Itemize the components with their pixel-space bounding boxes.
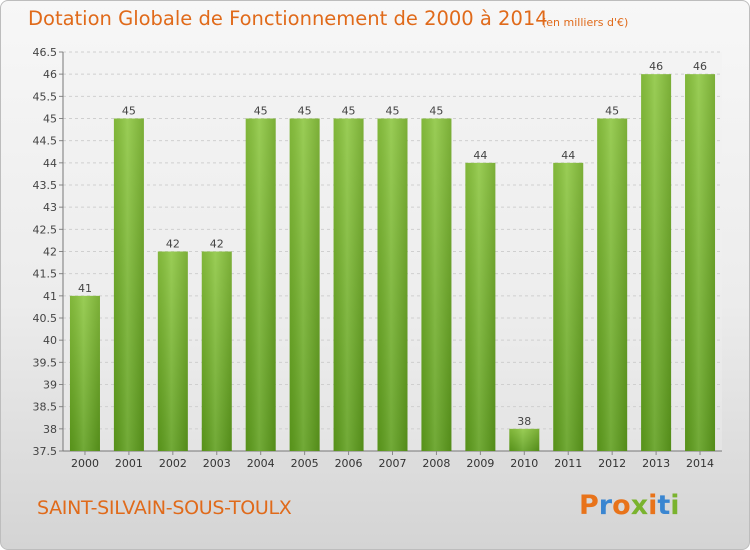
bar-shade bbox=[69, 295, 100, 451]
data-label: 45 bbox=[605, 105, 619, 118]
bar-shade bbox=[421, 118, 452, 451]
data-label: 46 bbox=[649, 60, 663, 73]
proxiti-logo: Proxiti bbox=[579, 490, 680, 521]
chart-title: Dotation Globale de Fonctionnement de 20… bbox=[28, 7, 548, 30]
bar-shade bbox=[377, 118, 408, 451]
x-tick-label: 2008 bbox=[422, 457, 450, 470]
y-tick-label: 44 bbox=[43, 157, 57, 170]
logo-letter: x bbox=[630, 490, 649, 521]
bar-shade bbox=[333, 118, 364, 451]
x-tick-label: 2006 bbox=[335, 457, 363, 470]
data-label: 38 bbox=[517, 415, 531, 428]
x-tick-label: 2009 bbox=[466, 457, 494, 470]
y-tick-label: 45 bbox=[43, 113, 57, 126]
y-tick-label: 44.5 bbox=[33, 135, 58, 148]
data-label: 41 bbox=[78, 282, 92, 295]
bar-shade bbox=[289, 118, 320, 451]
bar-shade bbox=[597, 118, 628, 451]
data-label: 44 bbox=[473, 149, 487, 162]
logo-letter: i bbox=[648, 490, 658, 521]
bar-shade bbox=[685, 74, 716, 452]
x-tick-label: 2012 bbox=[598, 457, 626, 470]
bar-shade bbox=[201, 251, 232, 451]
y-tick-label: 40.5 bbox=[33, 312, 58, 325]
data-label: 45 bbox=[254, 105, 268, 118]
city-name: SAINT-SILVAIN-SOUS-TOULX bbox=[37, 497, 292, 519]
x-tick-label: 2011 bbox=[554, 457, 582, 470]
data-label: 44 bbox=[561, 149, 575, 162]
y-tick-label: 46.5 bbox=[33, 46, 58, 59]
data-label: 45 bbox=[298, 105, 312, 118]
bar-shade bbox=[509, 428, 540, 451]
x-tick-label: 2002 bbox=[159, 457, 187, 470]
y-tick-label: 43 bbox=[43, 201, 57, 214]
logo-letter: t bbox=[657, 490, 671, 521]
x-tick-label: 2001 bbox=[115, 457, 143, 470]
x-tick-label: 2000 bbox=[71, 457, 99, 470]
x-tick-label: 2007 bbox=[379, 457, 407, 470]
data-label: 45 bbox=[342, 105, 356, 118]
y-tick-label: 41.5 bbox=[33, 268, 58, 281]
data-label: 45 bbox=[429, 105, 443, 118]
x-tick-label: 2004 bbox=[247, 457, 275, 470]
y-tick-label: 39 bbox=[43, 379, 57, 392]
bar-shade bbox=[465, 162, 496, 452]
bar-shade bbox=[157, 251, 188, 451]
x-tick-label: 2005 bbox=[291, 457, 319, 470]
y-tick-label: 42 bbox=[43, 246, 57, 259]
bar-shade bbox=[553, 162, 584, 452]
x-tick-label: 2010 bbox=[510, 457, 538, 470]
y-tick-label: 46 bbox=[43, 68, 57, 81]
bar-shade bbox=[113, 118, 144, 451]
data-label: 45 bbox=[122, 105, 136, 118]
y-tick-label: 37.5 bbox=[33, 445, 58, 458]
data-label: 42 bbox=[166, 238, 180, 251]
y-tick-label: 38.5 bbox=[33, 401, 58, 414]
y-tick-label: 40 bbox=[43, 334, 57, 347]
data-label: 46 bbox=[693, 60, 707, 73]
x-tick-label: 2013 bbox=[642, 457, 670, 470]
bar-shade bbox=[641, 74, 672, 452]
logo-letter: r bbox=[598, 490, 613, 521]
y-tick-label: 38 bbox=[43, 423, 57, 436]
data-label: 42 bbox=[210, 238, 224, 251]
y-tick-label: 41 bbox=[43, 290, 57, 303]
logo-letter: P bbox=[579, 490, 599, 521]
logo-letter: o bbox=[612, 490, 631, 521]
x-tick-label: 2014 bbox=[686, 457, 714, 470]
y-tick-label: 43.5 bbox=[33, 179, 58, 192]
chart-unit: (en milliers d'€) bbox=[542, 16, 629, 29]
y-tick-label: 45.5 bbox=[33, 90, 58, 103]
y-tick-label: 42.5 bbox=[33, 223, 58, 236]
y-tick-label: 39.5 bbox=[33, 356, 58, 369]
logo-letter: i bbox=[670, 490, 680, 521]
bar-shade bbox=[245, 118, 276, 451]
x-tick-label: 2003 bbox=[203, 457, 231, 470]
data-label: 45 bbox=[386, 105, 400, 118]
